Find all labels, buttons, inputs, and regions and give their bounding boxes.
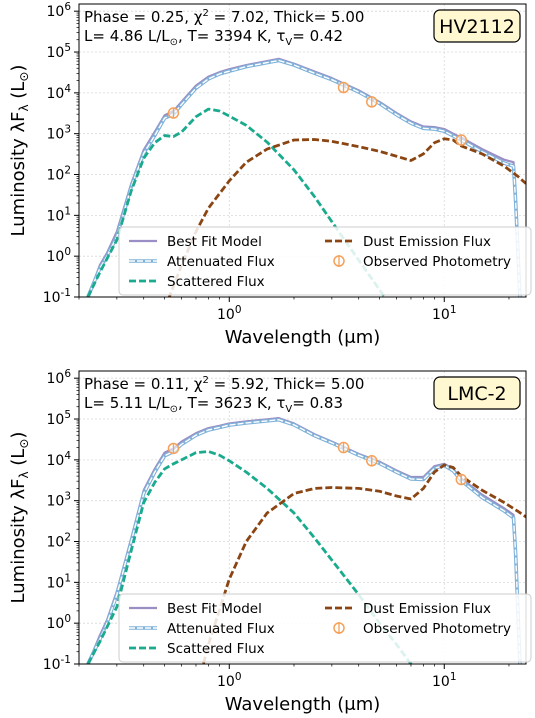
fit-params-line-2: L= 4.86 L/L⊙, T= 3394 K, τV= 0.42 xyxy=(84,27,343,48)
legend-box xyxy=(118,226,532,296)
legend-item-scattered-flux: Scattered Flux xyxy=(129,641,265,657)
star-label: HV2112 xyxy=(439,16,515,38)
legend-item-scattered-flux: Scattered Flux xyxy=(129,274,265,290)
star-label-badge xyxy=(433,9,521,43)
legend-item-observed-photometry: Observed Photometry xyxy=(333,254,511,270)
y-tick-label: 102 xyxy=(46,165,71,184)
axes-frame xyxy=(78,370,527,665)
y-tick-label: 100 xyxy=(46,246,71,265)
legend-label: Dust Emission Flux xyxy=(363,601,491,617)
series-dust-emission-flux xyxy=(201,463,526,664)
x-tick-label: 101 xyxy=(432,671,457,690)
y-tick-label: 103 xyxy=(46,124,71,143)
legend-item-best-fit-model: Best Fit Model xyxy=(129,234,262,250)
series-group xyxy=(86,57,526,297)
legend-item-attenuated-flux: Attenuated Flux xyxy=(129,621,275,637)
fit-params-line-1: Phase = 0.25, χ2 = 7.02, Thick= 5.00 xyxy=(84,8,364,26)
y-tick-label: 105 xyxy=(46,409,71,428)
y-axis-label: Luminosity λFλ (L⊙) xyxy=(8,432,31,604)
sed-panel-2: 10-1 100 101 102 103 104 105 106 100 101 Wavelengt… xyxy=(8,368,532,715)
x-tick-label: 100 xyxy=(217,671,242,690)
y-tick-label: 10-1 xyxy=(43,654,71,673)
legend-label: Dust Emission Flux xyxy=(363,234,491,250)
legend-label: Observed Photometry xyxy=(363,254,511,270)
y-tick-label: 104 xyxy=(46,83,71,102)
legend-label: Scattered Flux xyxy=(167,274,265,290)
legend-item-observed-photometry: Observed Photometry xyxy=(333,621,511,637)
legend: Best Fit Model Attenuated Flux Scattered F… xyxy=(118,226,532,296)
y-tick-label: 104 xyxy=(46,450,71,469)
legend-item-attenuated-flux: Attenuated Flux xyxy=(129,254,275,270)
legend-label: Attenuated Flux xyxy=(167,621,275,637)
y-axis: 10-1 100 101 102 103 104 105 106 xyxy=(43,1,79,306)
legend-label: Observed Photometry xyxy=(363,621,511,637)
y-tick-label: 100 xyxy=(46,613,71,632)
y-tick-label: 101 xyxy=(46,205,71,224)
legend-item-dust-emission-flux: Dust Emission Flux xyxy=(325,601,491,617)
legend-label: Best Fit Model xyxy=(167,601,262,617)
legend-label: Best Fit Model xyxy=(167,234,262,250)
y-tick-label: 106 xyxy=(46,1,71,20)
legend-label: Attenuated Flux xyxy=(167,254,275,270)
star-label: LMC-2 xyxy=(447,383,506,405)
y-axis-label: Luminosity λFλ (L⊙) xyxy=(8,65,31,237)
legend: Best Fit Model Attenuated Flux Scattered F… xyxy=(118,593,532,663)
fit-params-line-1: Phase = 0.11, χ2 = 5.92, Thick= 5.00 xyxy=(84,375,364,393)
star-label-badge xyxy=(433,376,521,410)
legend-item-dust-emission-flux: Dust Emission Flux xyxy=(325,234,491,250)
series-scattered-flux xyxy=(86,107,387,297)
axes-frame xyxy=(78,3,527,298)
legend-label: Scattered Flux xyxy=(167,641,265,657)
y-tick-label: 101 xyxy=(46,572,71,591)
legend-box xyxy=(118,593,532,663)
y-tick-label: 102 xyxy=(46,532,71,551)
x-axis: 100 101 xyxy=(78,297,510,323)
y-axis: 10-1 100 101 102 103 104 105 106 xyxy=(43,368,79,673)
x-tick-label: 100 xyxy=(217,304,242,323)
y-tick-label: 105 xyxy=(46,42,71,61)
x-axis: 100 101 xyxy=(78,664,510,690)
y-tick-label: 103 xyxy=(46,491,71,510)
legend-item-best-fit-model: Best Fit Model xyxy=(129,601,262,617)
series-dust-emission-flux xyxy=(167,137,526,297)
fit-params-line-2: L= 5.11 L/L⊙, T= 3623 K, τV= 0.83 xyxy=(84,394,343,415)
sed-panel-1: 10-1 100 101 102 103 104 105 106 100 101 Wavelengt… xyxy=(8,1,532,348)
x-axis-label: Wavelength (μm) xyxy=(225,694,381,715)
y-tick-label: 106 xyxy=(46,368,71,387)
x-tick-label: 101 xyxy=(432,304,457,323)
x-axis-label: Wavelength (μm) xyxy=(225,327,381,348)
y-tick-label: 10-1 xyxy=(43,287,71,306)
